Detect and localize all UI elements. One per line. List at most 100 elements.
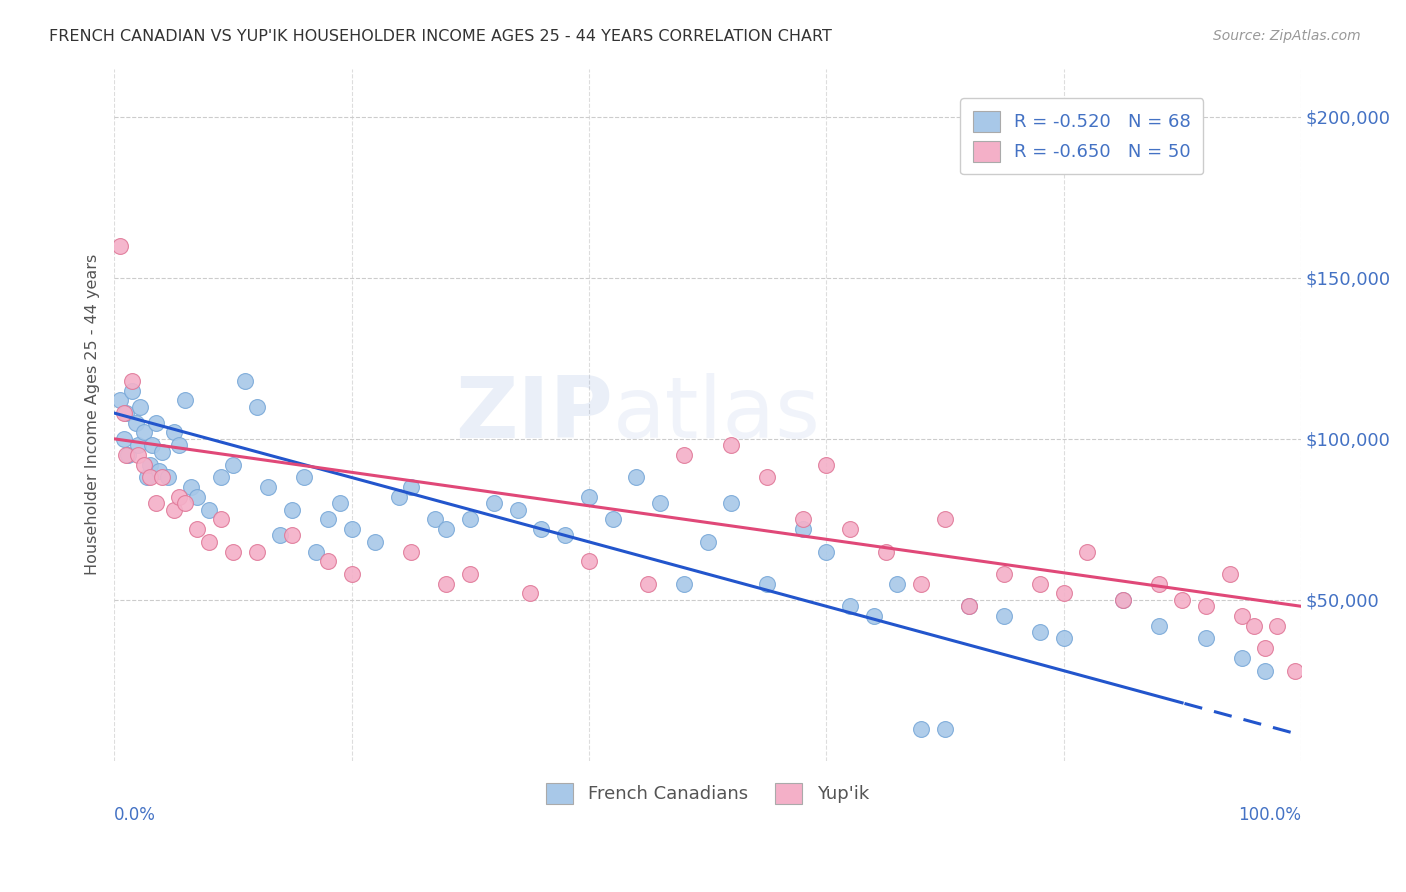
Point [458, 512, 481, 526]
Legend: French Canadians, Yup'ik: French Canadians, Yup'ik [537, 774, 877, 813]
Point [132, 458, 155, 472]
Text: atlas: atlas [613, 373, 821, 456]
Point [180, 480, 202, 494]
Point [281, 528, 304, 542]
Point [482, 496, 505, 510]
Point [1112, 592, 1135, 607]
Point [117, 448, 139, 462]
Point [672, 576, 695, 591]
Point [316, 554, 339, 568]
Point [124, 416, 146, 430]
Point [136, 470, 159, 484]
Point [340, 522, 363, 536]
Point [755, 470, 778, 484]
Point [316, 512, 339, 526]
Point [910, 576, 932, 591]
Point [329, 496, 352, 510]
Point [246, 400, 269, 414]
Point [602, 512, 624, 526]
Point [209, 512, 232, 526]
Point [1053, 632, 1076, 646]
Point [1195, 599, 1218, 614]
Point [626, 470, 648, 484]
Point [198, 502, 221, 516]
Point [129, 400, 152, 414]
Point [720, 496, 742, 510]
Point [637, 576, 659, 591]
Point [423, 512, 446, 526]
Point [957, 599, 980, 614]
Point [145, 416, 167, 430]
Point [257, 480, 280, 494]
Point [108, 238, 131, 252]
Point [1265, 618, 1288, 632]
Point [108, 393, 131, 408]
Point [1147, 576, 1170, 591]
Point [209, 470, 232, 484]
Point [578, 554, 600, 568]
Point [1171, 592, 1194, 607]
Point [436, 522, 458, 536]
Point [139, 470, 162, 484]
Point [132, 425, 155, 440]
Text: 100.0%: 100.0% [1239, 805, 1301, 824]
Point [233, 374, 256, 388]
Text: Source: ZipAtlas.com: Source: ZipAtlas.com [1213, 29, 1361, 43]
Point [169, 438, 191, 452]
Point [141, 438, 163, 452]
Point [792, 512, 814, 526]
Point [399, 544, 422, 558]
Point [115, 448, 138, 462]
Point [121, 384, 143, 398]
Point [815, 544, 838, 558]
Point [578, 490, 600, 504]
Point [436, 576, 458, 591]
Text: 0.0%: 0.0% [114, 805, 156, 824]
Point [364, 534, 387, 549]
Point [305, 544, 328, 558]
Point [1147, 618, 1170, 632]
Point [993, 567, 1015, 582]
Point [839, 522, 862, 536]
Point [696, 534, 718, 549]
Point [340, 567, 363, 582]
Point [150, 470, 173, 484]
Text: ZIP: ZIP [456, 373, 613, 456]
Point [1029, 576, 1052, 591]
Point [792, 522, 814, 536]
Point [112, 432, 135, 446]
Point [388, 490, 411, 504]
Point [222, 544, 245, 558]
Point [1053, 586, 1076, 600]
Point [554, 528, 576, 542]
Point [875, 544, 897, 558]
Y-axis label: Householder Income Ages 25 - 44 years: Householder Income Ages 25 - 44 years [86, 254, 100, 575]
Point [1219, 567, 1241, 582]
Point [934, 722, 956, 736]
Point [506, 502, 529, 516]
Point [1254, 664, 1277, 678]
Point [186, 490, 208, 504]
Point [269, 528, 291, 542]
Point [150, 444, 173, 458]
Point [1230, 650, 1253, 665]
Point [755, 576, 778, 591]
Point [672, 448, 695, 462]
Point [1076, 544, 1098, 558]
Point [519, 586, 541, 600]
Point [174, 393, 197, 408]
Point [1254, 641, 1277, 656]
Point [127, 448, 149, 462]
Point [174, 496, 197, 510]
Point [145, 496, 167, 510]
Point [169, 490, 191, 504]
Point [1230, 609, 1253, 624]
Point [1029, 625, 1052, 640]
Point [934, 512, 956, 526]
Point [957, 599, 980, 614]
Point [162, 425, 184, 440]
Point [815, 458, 838, 472]
Point [993, 609, 1015, 624]
Point [198, 534, 221, 549]
Text: FRENCH CANADIAN VS YUP'IK HOUSEHOLDER INCOME AGES 25 - 44 YEARS CORRELATION CHAR: FRENCH CANADIAN VS YUP'IK HOUSEHOLDER IN… [49, 29, 832, 44]
